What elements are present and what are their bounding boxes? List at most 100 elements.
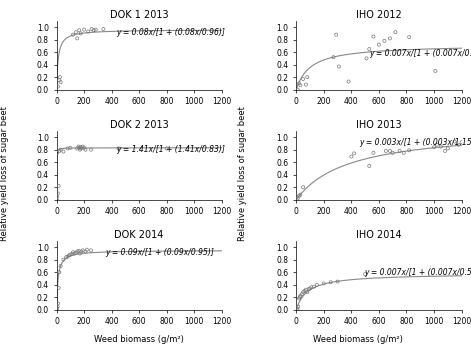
- Point: [295, 81, 303, 86]
- Text: Relative yield loss of sugar beet: Relative yield loss of sugar beet: [238, 106, 247, 242]
- Point: [56, 74, 64, 80]
- Point: [294, 307, 301, 313]
- Point: [75, 248, 82, 254]
- Point: [76, 251, 84, 256]
- Point: [444, 145, 452, 151]
- Point: [55, 183, 62, 189]
- Point: [53, 197, 61, 203]
- Point: [300, 290, 307, 295]
- Point: [163, 145, 171, 151]
- Text: y = 0.003x/[1 + (0.003x/1.15)]: y = 0.003x/[1 + (0.003x/1.15)]: [360, 138, 471, 147]
- Point: [365, 163, 373, 169]
- Point: [78, 249, 85, 254]
- Point: [75, 27, 83, 33]
- Point: [375, 42, 382, 47]
- Point: [327, 279, 334, 285]
- Point: [430, 144, 438, 150]
- Point: [57, 263, 65, 269]
- Point: [295, 296, 303, 301]
- Point: [54, 84, 62, 89]
- Title: IHO 2013: IHO 2013: [356, 120, 402, 130]
- Title: DOK 2 2013: DOK 2 2013: [110, 120, 169, 130]
- Point: [99, 26, 107, 32]
- Point: [73, 249, 81, 254]
- Point: [75, 145, 83, 151]
- Text: y = 0.08x/[1 + (0.08x/0.96)]: y = 0.08x/[1 + (0.08x/0.96)]: [116, 28, 225, 37]
- Text: Weed biomass (g/m²): Weed biomass (g/m²): [94, 335, 184, 344]
- Point: [54, 301, 62, 306]
- Point: [400, 150, 407, 156]
- Point: [313, 282, 321, 287]
- Point: [72, 29, 80, 35]
- Point: [79, 144, 87, 149]
- Point: [330, 54, 337, 60]
- Point: [64, 145, 71, 151]
- Point: [303, 74, 311, 80]
- Point: [320, 281, 327, 286]
- Point: [57, 79, 65, 85]
- Point: [348, 154, 355, 159]
- Point: [370, 150, 377, 156]
- Title: IHO 2014: IHO 2014: [356, 230, 402, 240]
- Point: [381, 38, 388, 44]
- Point: [77, 31, 84, 36]
- Point: [75, 144, 82, 149]
- Point: [392, 29, 399, 35]
- Point: [65, 253, 73, 258]
- Point: [73, 35, 81, 41]
- Text: y = 0.007x/[1 + (0.007x/0.72)]: y = 0.007x/[1 + (0.007x/0.72)]: [369, 49, 471, 58]
- Point: [293, 306, 300, 311]
- Point: [83, 247, 90, 253]
- Point: [87, 147, 95, 152]
- Point: [437, 144, 445, 149]
- Point: [64, 254, 71, 259]
- Point: [361, 271, 369, 277]
- Point: [350, 151, 358, 156]
- Point: [406, 148, 413, 153]
- Point: [53, 306, 61, 311]
- Point: [60, 149, 67, 154]
- Point: [53, 194, 61, 199]
- Text: y = 0.007x/[1 + (0.007x/0.58)]: y = 0.007x/[1 + (0.007x/0.58)]: [364, 268, 471, 277]
- Point: [72, 250, 80, 256]
- Title: DOK 2014: DOK 2014: [114, 230, 164, 240]
- Point: [81, 249, 89, 254]
- Point: [301, 288, 309, 294]
- Point: [333, 32, 340, 38]
- Point: [297, 82, 304, 88]
- Point: [66, 252, 74, 258]
- Point: [294, 87, 301, 93]
- Point: [451, 139, 458, 144]
- Point: [294, 304, 302, 309]
- Point: [433, 142, 440, 148]
- Point: [92, 27, 99, 32]
- Point: [66, 145, 74, 151]
- Point: [455, 142, 463, 148]
- Point: [458, 140, 465, 145]
- Point: [53, 150, 61, 156]
- Point: [62, 254, 70, 260]
- Point: [302, 287, 309, 293]
- Point: [84, 29, 92, 34]
- Point: [345, 79, 352, 84]
- Point: [81, 27, 88, 32]
- Point: [81, 147, 89, 152]
- Title: DOK 1 2013: DOK 1 2013: [110, 10, 169, 20]
- Point: [69, 250, 77, 255]
- Text: y = 1.41x/[1 + (1.41x/0.83)]: y = 1.41x/[1 + (1.41x/0.83)]: [116, 145, 225, 154]
- Point: [298, 291, 306, 297]
- Point: [115, 145, 122, 151]
- Point: [56, 148, 63, 154]
- Point: [335, 64, 343, 69]
- Point: [81, 145, 88, 151]
- Point: [294, 196, 301, 201]
- Point: [431, 68, 439, 74]
- Point: [87, 247, 95, 253]
- Point: [441, 148, 449, 154]
- Point: [334, 279, 341, 284]
- Point: [71, 251, 78, 256]
- Point: [389, 150, 397, 156]
- Point: [363, 56, 370, 61]
- Text: Relative yield loss of sugar beet: Relative yield loss of sugar beet: [0, 106, 9, 242]
- Point: [69, 32, 77, 38]
